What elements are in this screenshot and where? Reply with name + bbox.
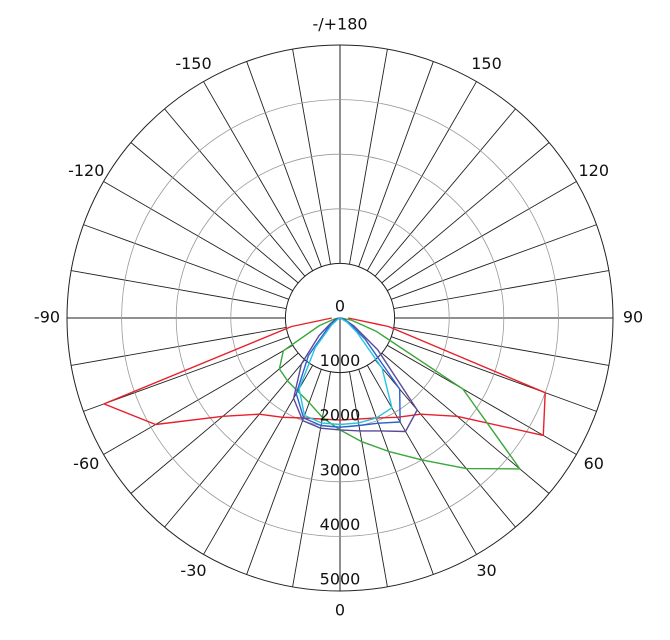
intensity-curve xyxy=(292,317,418,433)
radial-label: 0 xyxy=(335,297,345,316)
grid-circle xyxy=(121,99,559,537)
radial-label: 4000 xyxy=(320,515,361,534)
radial-label: 5000 xyxy=(320,570,361,589)
angle-label: 30 xyxy=(476,561,496,580)
radial-label: 1000 xyxy=(320,351,361,370)
intensity-curve xyxy=(298,317,393,426)
radial-label: 3000 xyxy=(320,460,361,479)
angle-label: 60 xyxy=(584,454,604,473)
angle-label: -30 xyxy=(180,561,206,580)
intensity-curve xyxy=(103,317,546,437)
angle-label: 150 xyxy=(471,54,502,73)
angle-label: 0 xyxy=(335,601,345,620)
angle-label: 90 xyxy=(623,308,643,327)
angle-label: -120 xyxy=(68,161,104,180)
angle-label: -/+180 xyxy=(312,15,367,34)
angle-label: -150 xyxy=(175,54,211,73)
radial-label: 2000 xyxy=(320,406,361,425)
angle-label: 120 xyxy=(578,161,609,180)
angle-label: -90 xyxy=(34,308,60,327)
grid-circle xyxy=(66,44,614,592)
angle-label: -60 xyxy=(73,454,99,473)
grid-circle xyxy=(175,153,505,483)
